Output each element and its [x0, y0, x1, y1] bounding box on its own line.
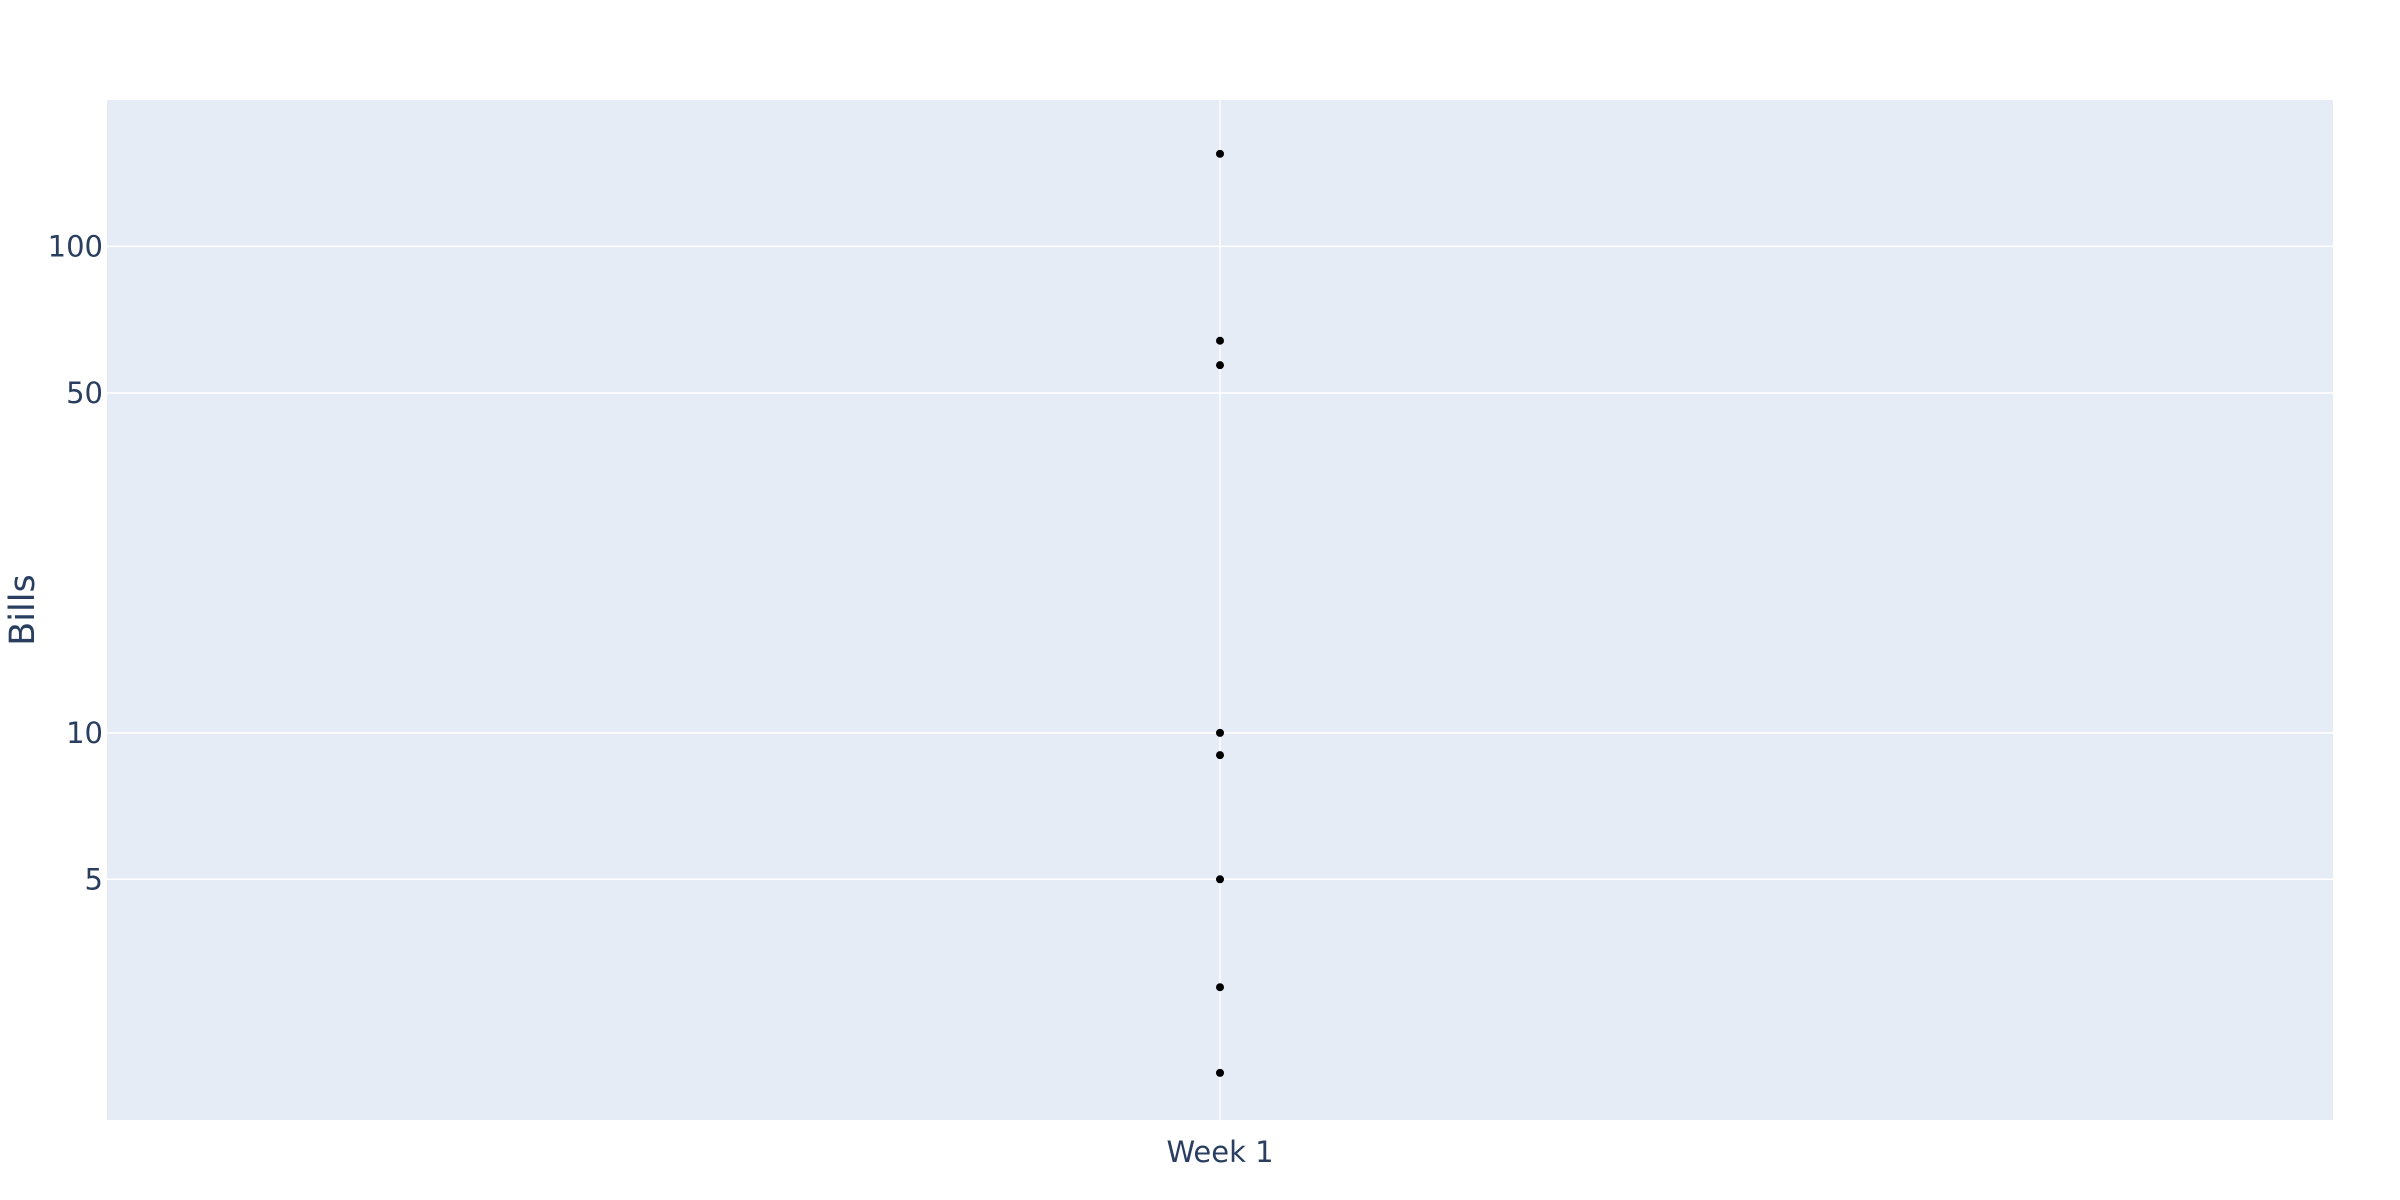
y-axis-ticks: 5 10 50 100: [48, 229, 103, 896]
data-point[interactable]: [1216, 983, 1224, 992]
data-points: [1216, 149, 1224, 1077]
x-axis-ticks: Week 1: [1166, 1135, 1273, 1169]
data-point[interactable]: [1216, 336, 1224, 345]
data-point[interactable]: [1216, 361, 1224, 370]
x-tick-label: Week 1: [1166, 1135, 1273, 1169]
data-point[interactable]: [1216, 751, 1224, 760]
y-tick-label-10: 10: [66, 716, 103, 750]
data-point[interactable]: [1216, 875, 1224, 884]
y-tick-label-100: 100: [48, 229, 103, 263]
data-point[interactable]: [1216, 728, 1224, 737]
y-axis-title: Bills: [3, 574, 43, 645]
data-point[interactable]: [1216, 149, 1224, 158]
y-tick-label-5: 5: [85, 862, 103, 896]
y-tick-label-50: 50: [66, 376, 103, 410]
data-point[interactable]: [1216, 1068, 1224, 1077]
